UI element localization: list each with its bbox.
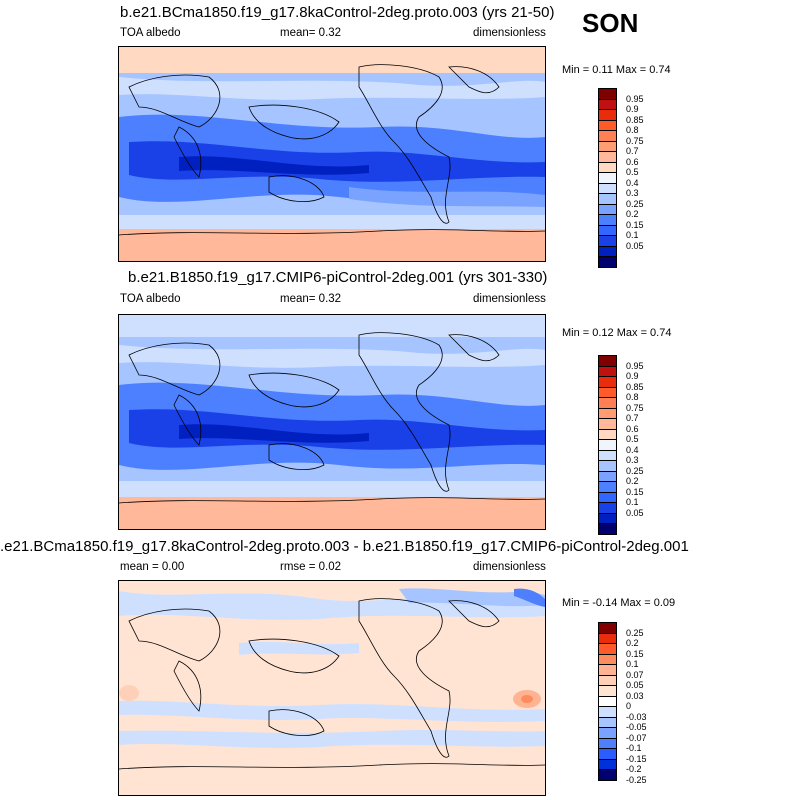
panel-1-variable-label: TOA albedo	[120, 27, 181, 39]
panel-2-colorbar-label: 0.85	[626, 381, 644, 392]
panel-1-colorbar-label: 0.95	[626, 93, 644, 104]
panel-3-colorbar-label: 0.1	[626, 659, 639, 669]
panel-3-colorbar-label: -0.05	[626, 722, 647, 732]
panel-2-colorbar-label: 0.4	[626, 444, 639, 455]
panel-1-mean-label: mean= 0.32	[280, 27, 342, 39]
panel-2-minmax: Min = 0.12 Max = 0.74	[562, 327, 672, 339]
panel-3-units-label: dimensionless	[473, 561, 546, 573]
panel-3-colorbar-label: 0.05	[626, 680, 644, 690]
panel-2-variable-label: TOA albedo	[120, 293, 181, 305]
panel-3-rmse-label: rmse = 0.02	[280, 561, 342, 573]
panel-3-colorbar-label: 0.2	[626, 638, 639, 648]
panel-2-colorbar-label: 0.05	[626, 507, 644, 518]
panel-2-colorbar-label: 0.75	[626, 402, 644, 413]
season-label: SON	[582, 8, 639, 38]
panel-2-colorbar-label: 0.9	[626, 371, 639, 381]
panel-2-units-label: dimensionless	[473, 293, 546, 305]
panel-3-colorbar-label: 0.15	[626, 648, 644, 659]
panel-2-colorbar-label: 0.1	[626, 497, 639, 507]
panel-2-colorbar-label: 0.15	[626, 486, 644, 497]
panel-3-colorbar-label: -0.1	[626, 743, 642, 753]
panel-3-colorbar-label: 0.07	[626, 669, 644, 680]
panel-1-map	[118, 46, 546, 262]
panel-1-colorbar-label: 0.25	[626, 198, 644, 209]
panel-3-map	[118, 580, 546, 796]
panel-1-colorbar-label: 0.5	[626, 167, 639, 177]
panel-1-colorbar-swatch	[598, 256, 617, 268]
panel-1-colorbar-label: 0.9	[626, 104, 639, 114]
panel-1-colorbar-label: 0.4	[626, 177, 639, 188]
panel-2-colorbar-label: 0.6	[626, 423, 639, 434]
panel-3-colorbar-label: -0.15	[626, 753, 647, 764]
panel-1-colorbar-label: 0.6	[626, 156, 639, 167]
panel-3-colorbar-label: -0.25	[626, 774, 647, 785]
panel-2-colorbar-label: 0.8	[626, 392, 639, 402]
panel-1-units-label: dimensionless	[473, 27, 546, 39]
panel-1-colorbar-label: 0.85	[626, 114, 644, 125]
panel-3-title: .e21.BCma1850.f19_g17.8kaControl-2deg.pr…	[0, 538, 689, 555]
panel-2-colorbar-label: 0.95	[626, 360, 644, 371]
panel-1-colorbar-label: 0.3	[626, 188, 639, 198]
panel-2-colorbar-label: 0.7	[626, 413, 639, 423]
panel-3-colorbar-label: -0.03	[626, 711, 647, 722]
panel-1-colorbar-label: 0.7	[626, 146, 639, 156]
panel-2-colorbar-label: 0.25	[626, 465, 644, 476]
panel-3-colorbar-label: 0.25	[626, 627, 644, 638]
panel-3-colorbar-label: -0.2	[626, 764, 642, 774]
panel-1-colorbar-label: 0.05	[626, 240, 644, 251]
panel-1-title: b.e21.BCma1850.f19_g17.8kaControl-2deg.p…	[120, 4, 555, 21]
panel-2-colorbar-label: 0.2	[626, 476, 639, 486]
panel-2-title: b.e21.B1850.f19_g17.CMIP6-piControl-2deg…	[128, 269, 548, 286]
panel-3-colorbar-label: -0.07	[626, 732, 647, 743]
panel-1-minmax: Min = 0.11 Max = 0.74	[562, 64, 671, 76]
panel-3-map-svg	[119, 581, 545, 795]
panel-2-map-svg	[119, 315, 545, 529]
panel-1-colorbar-label: 0.75	[626, 135, 644, 146]
panel-2-mean-label: mean= 0.32	[280, 293, 342, 305]
panel-1-colorbar-label: 0.8	[626, 125, 639, 135]
panel-3-colorbar-label: 0.03	[626, 690, 644, 701]
panel-1-colorbar-label: 0.2	[626, 209, 639, 219]
panel-1-colorbar-label: 0.15	[626, 219, 644, 230]
panel-2-colorbar-label: 0.5	[626, 434, 639, 444]
panel-3-colorbar-swatch	[598, 769, 617, 781]
panel-3-colorbar-label: 0	[626, 701, 632, 711]
panel-2-colorbar-swatch	[598, 523, 617, 535]
panel-2-colorbar-label: 0.3	[626, 455, 639, 465]
panel-3-mean-label: mean = 0.00	[120, 561, 185, 573]
panel-3-minmax: Min = -0.14 Max = 0.09	[562, 597, 676, 609]
panel-1-map-svg	[119, 47, 545, 261]
panel-2-map	[118, 314, 546, 530]
panel-1-colorbar-label: 0.1	[626, 230, 639, 240]
